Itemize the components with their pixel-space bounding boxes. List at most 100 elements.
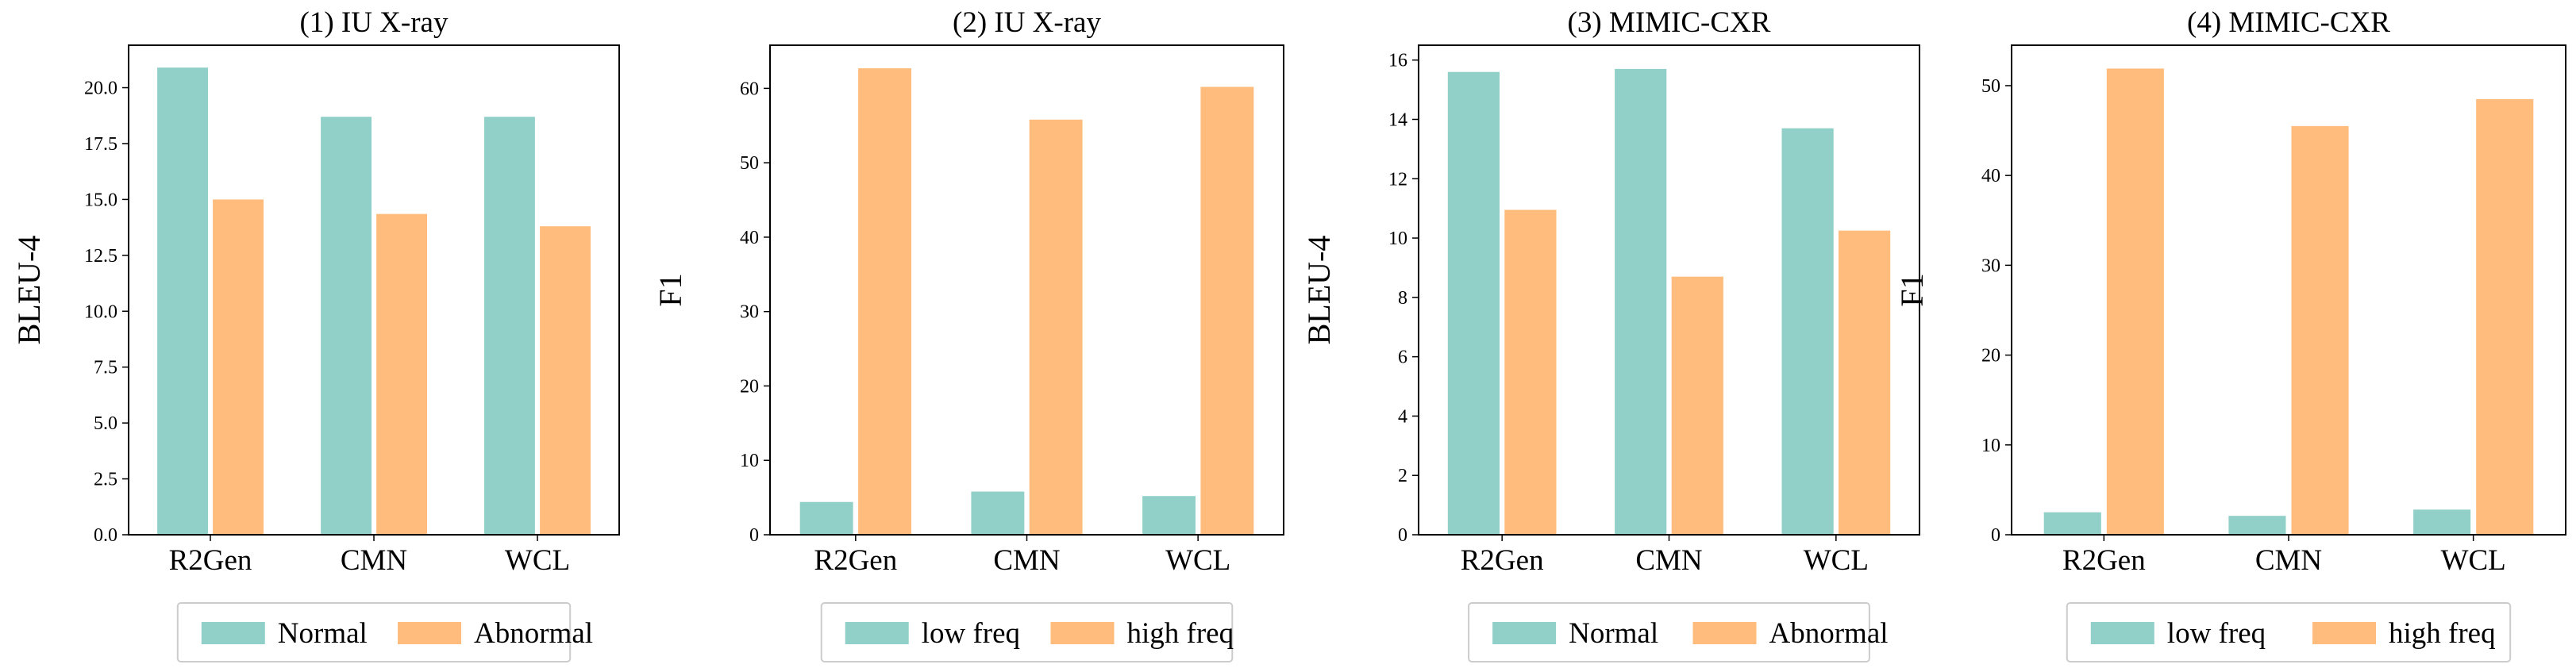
legend-label-2: Abnormal xyxy=(1769,617,1889,650)
y-tick-label: 17.5 xyxy=(84,134,117,155)
x-tick-label: CMN xyxy=(1635,544,1702,577)
x-tick-label: R2Gen xyxy=(814,544,897,577)
bar-r2gen-series-2 xyxy=(213,199,264,535)
y-axis-label: BLEU-4 xyxy=(11,236,47,345)
chart-panel-4: R2Gen CMN WCL 0 10 20 30 40 50 (4) MIMIC-CXR F1 low… xyxy=(1894,6,2566,662)
bar-r2gen-series-1 xyxy=(157,67,208,535)
x-tick-label: R2Gen xyxy=(169,544,252,577)
y-tick-label: 50 xyxy=(1981,76,2000,97)
bar-r2gen-series-2 xyxy=(2106,68,2164,535)
bar-r2gen-series-2 xyxy=(858,68,911,536)
y-tick-label: 30 xyxy=(1981,255,2000,276)
x-tick-label: CMN xyxy=(341,544,407,577)
legend-label-2: high freq xyxy=(1127,617,1234,650)
legend-box xyxy=(1468,602,1870,662)
chart-panel-3: R2Gen CMN WCL 0 2 4 6 8 10 12 14 16 (3) MIMIC-CXR BLE… xyxy=(1301,6,1920,662)
y-tick-label: 10 xyxy=(1388,228,1407,249)
x-tick-label: CMN xyxy=(993,544,1060,577)
y-tick-label: 0.0 xyxy=(94,525,117,546)
bar-wcl-series-1 xyxy=(484,117,535,535)
y-tick-label: 10.0 xyxy=(84,301,117,322)
y-tick-label: 8 xyxy=(1398,288,1407,309)
y-tick-label: 40 xyxy=(740,228,759,248)
chart-panel-1: R2Gen CMN WCL 0.0 2.5 5.0 7.5 10.0 12.5 15.0 17.5 2… xyxy=(11,6,620,662)
legend-swatch-2 xyxy=(398,622,461,644)
plot-frame xyxy=(2011,44,2566,536)
bar-wcl-series-2 xyxy=(1200,86,1254,535)
y-tick-label: 0 xyxy=(1398,525,1407,546)
legend-label-2: high freq xyxy=(2389,617,2496,650)
legend-label-1: Normal xyxy=(1569,617,1658,650)
bar-wcl-series-2 xyxy=(2476,98,2534,535)
legend-swatch-2 xyxy=(2312,622,2376,644)
y-axis-label: BLEU-4 xyxy=(1301,236,1337,345)
y-tick-label: 15.0 xyxy=(84,190,117,210)
bar-wcl-series-2 xyxy=(1839,230,1891,535)
bar-r2gen-series-2 xyxy=(1504,209,1557,535)
bar-cmn-series-1 xyxy=(321,117,372,535)
legend-swatch-1 xyxy=(845,622,909,644)
x-tick-label: CMN xyxy=(2255,544,2322,577)
plot-frame xyxy=(769,44,1284,536)
plot-frame xyxy=(1418,44,1920,536)
chart-title: (1) IU X-ray xyxy=(300,6,449,39)
bar-cmn-series-1 xyxy=(1615,68,1667,535)
bar-wcl-series-2 xyxy=(540,226,591,535)
y-tick-label: 30 xyxy=(740,302,759,323)
bar-r2gen-series-1 xyxy=(2043,512,2101,535)
x-tick-label: WCL xyxy=(1165,544,1230,577)
legend: Normal Abnormal xyxy=(1468,602,1889,662)
y-axis-label: F1 xyxy=(1894,273,1930,306)
y-axis-label: F1 xyxy=(653,273,688,306)
y-tick-label: 10 xyxy=(740,451,759,471)
y-tick-label: 12.5 xyxy=(84,246,117,267)
bar-cmn-series-2 xyxy=(1029,119,1083,536)
plot-frame xyxy=(128,44,620,536)
x-tick-label: WCL xyxy=(505,544,570,577)
bar-cmn-series-2 xyxy=(2291,125,2349,535)
x-tick-label: WCL xyxy=(2441,544,2506,577)
y-tick-label: 20 xyxy=(740,376,759,397)
y-tick-label: 6 xyxy=(1398,348,1407,368)
y-tick-label: 50 xyxy=(740,153,759,174)
legend-box xyxy=(2066,602,2512,662)
legend-swatch-2 xyxy=(1692,622,1757,644)
legend-box xyxy=(820,602,1234,662)
chart-panel-2: R2Gen CMN WCL 0 10 20 30 40 50 60 (2) IU X-ray F1 lo… xyxy=(653,6,1284,662)
chart-title: (4) MIMIC-CXR xyxy=(2187,6,2390,39)
y-tick-label: 20 xyxy=(1981,346,2000,367)
y-tick-label: 0 xyxy=(749,525,759,546)
legend: Normal Abnormal xyxy=(176,602,593,662)
bar-cmn-series-2 xyxy=(376,213,427,535)
chart-title: (3) MIMIC-CXR xyxy=(1568,6,1771,39)
y-tick-label: 7.5 xyxy=(94,358,117,378)
legend-swatch-2 xyxy=(1050,622,1115,644)
bar-wcl-series-1 xyxy=(1781,128,1834,535)
y-tick-label: 2 xyxy=(1398,466,1407,486)
y-tick-label: 12 xyxy=(1388,169,1407,190)
y-tick-label: 5.0 xyxy=(94,413,117,434)
bar-cmn-series-1 xyxy=(971,491,1025,535)
x-tick-label: R2Gen xyxy=(1461,544,1544,577)
bar-r2gen-series-1 xyxy=(799,501,853,535)
legend-swatch-1 xyxy=(201,622,265,644)
y-tick-label: 14 xyxy=(1388,109,1407,130)
bar-r2gen-series-1 xyxy=(1447,71,1500,535)
legend-swatch-1 xyxy=(2090,622,2154,644)
y-tick-label: 2.5 xyxy=(94,470,117,490)
x-tick-label: R2Gen xyxy=(2062,544,2146,577)
legend: low freq high freq xyxy=(820,602,1234,662)
bar-wcl-series-1 xyxy=(1142,496,1196,535)
y-tick-label: 40 xyxy=(1981,166,2000,186)
legend-swatch-1 xyxy=(1492,622,1557,644)
legend-label-1: low freq xyxy=(2167,617,2266,650)
y-tick-label: 10 xyxy=(1981,436,2000,456)
chart-title: (2) IU X-ray xyxy=(953,6,1101,39)
y-tick-label: 4 xyxy=(1398,406,1407,427)
bar-wcl-series-1 xyxy=(2413,509,2471,535)
y-tick-label: 16 xyxy=(1388,51,1407,71)
bar-cmn-series-1 xyxy=(2228,516,2286,535)
legend-box xyxy=(176,602,572,662)
y-tick-label: 20.0 xyxy=(84,79,117,99)
